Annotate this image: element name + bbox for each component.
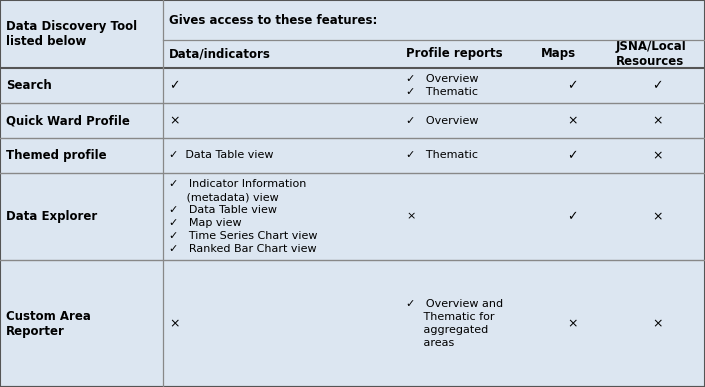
Text: ✓: ✓ — [169, 79, 180, 92]
Text: ✓  Data Table view: ✓ Data Table view — [169, 151, 274, 161]
Text: ✓   Time Series Chart view: ✓ Time Series Chart view — [169, 231, 317, 241]
Text: Profile reports: Profile reports — [406, 48, 503, 60]
Text: ✓   Overview: ✓ Overview — [406, 115, 479, 125]
Text: Data Discovery Tool
listed below: Data Discovery Tool listed below — [6, 20, 137, 48]
Text: ✓: ✓ — [652, 79, 663, 92]
Text: Gives access to these features:: Gives access to these features: — [169, 14, 377, 26]
Text: ✓   Thematic: ✓ Thematic — [406, 87, 478, 97]
Text: (metadata) view: (metadata) view — [169, 192, 278, 202]
Text: Custom Area
Reporter: Custom Area Reporter — [6, 310, 91, 337]
Text: ×: × — [568, 317, 578, 330]
Text: ✓   Thematic: ✓ Thematic — [406, 151, 478, 161]
Text: ×: × — [568, 114, 578, 127]
Text: Data/indicators: Data/indicators — [169, 48, 271, 60]
Text: ×: × — [406, 212, 415, 221]
Text: ×: × — [652, 149, 663, 162]
Text: ×: × — [652, 317, 663, 330]
Text: ✓   Map view: ✓ Map view — [169, 218, 242, 228]
Text: aggregated: aggregated — [406, 325, 489, 335]
Text: JSNA/Local
Resources: JSNA/Local Resources — [616, 40, 687, 68]
Text: ×: × — [652, 114, 663, 127]
Text: Thematic for: Thematic for — [406, 312, 494, 322]
Text: ✓   Overview: ✓ Overview — [406, 74, 479, 84]
Text: Data Explorer: Data Explorer — [6, 210, 97, 223]
Text: ✓   Indicator Information: ✓ Indicator Information — [169, 179, 307, 189]
Text: Search: Search — [6, 79, 51, 92]
Text: ✓: ✓ — [568, 79, 578, 92]
Text: ✓   Data Table view: ✓ Data Table view — [169, 205, 277, 215]
Text: ×: × — [169, 317, 180, 330]
Text: ✓   Overview and: ✓ Overview and — [406, 299, 503, 309]
Text: ✓: ✓ — [568, 210, 578, 223]
Text: ✓   Ranked Bar Chart view: ✓ Ranked Bar Chart view — [169, 244, 317, 254]
Text: ✓: ✓ — [568, 149, 578, 162]
Text: areas: areas — [406, 338, 454, 348]
Text: Quick Ward Profile: Quick Ward Profile — [6, 114, 130, 127]
Text: ×: × — [652, 210, 663, 223]
Text: Maps: Maps — [541, 48, 576, 60]
Text: Themed profile: Themed profile — [6, 149, 106, 162]
Text: ×: × — [169, 114, 180, 127]
